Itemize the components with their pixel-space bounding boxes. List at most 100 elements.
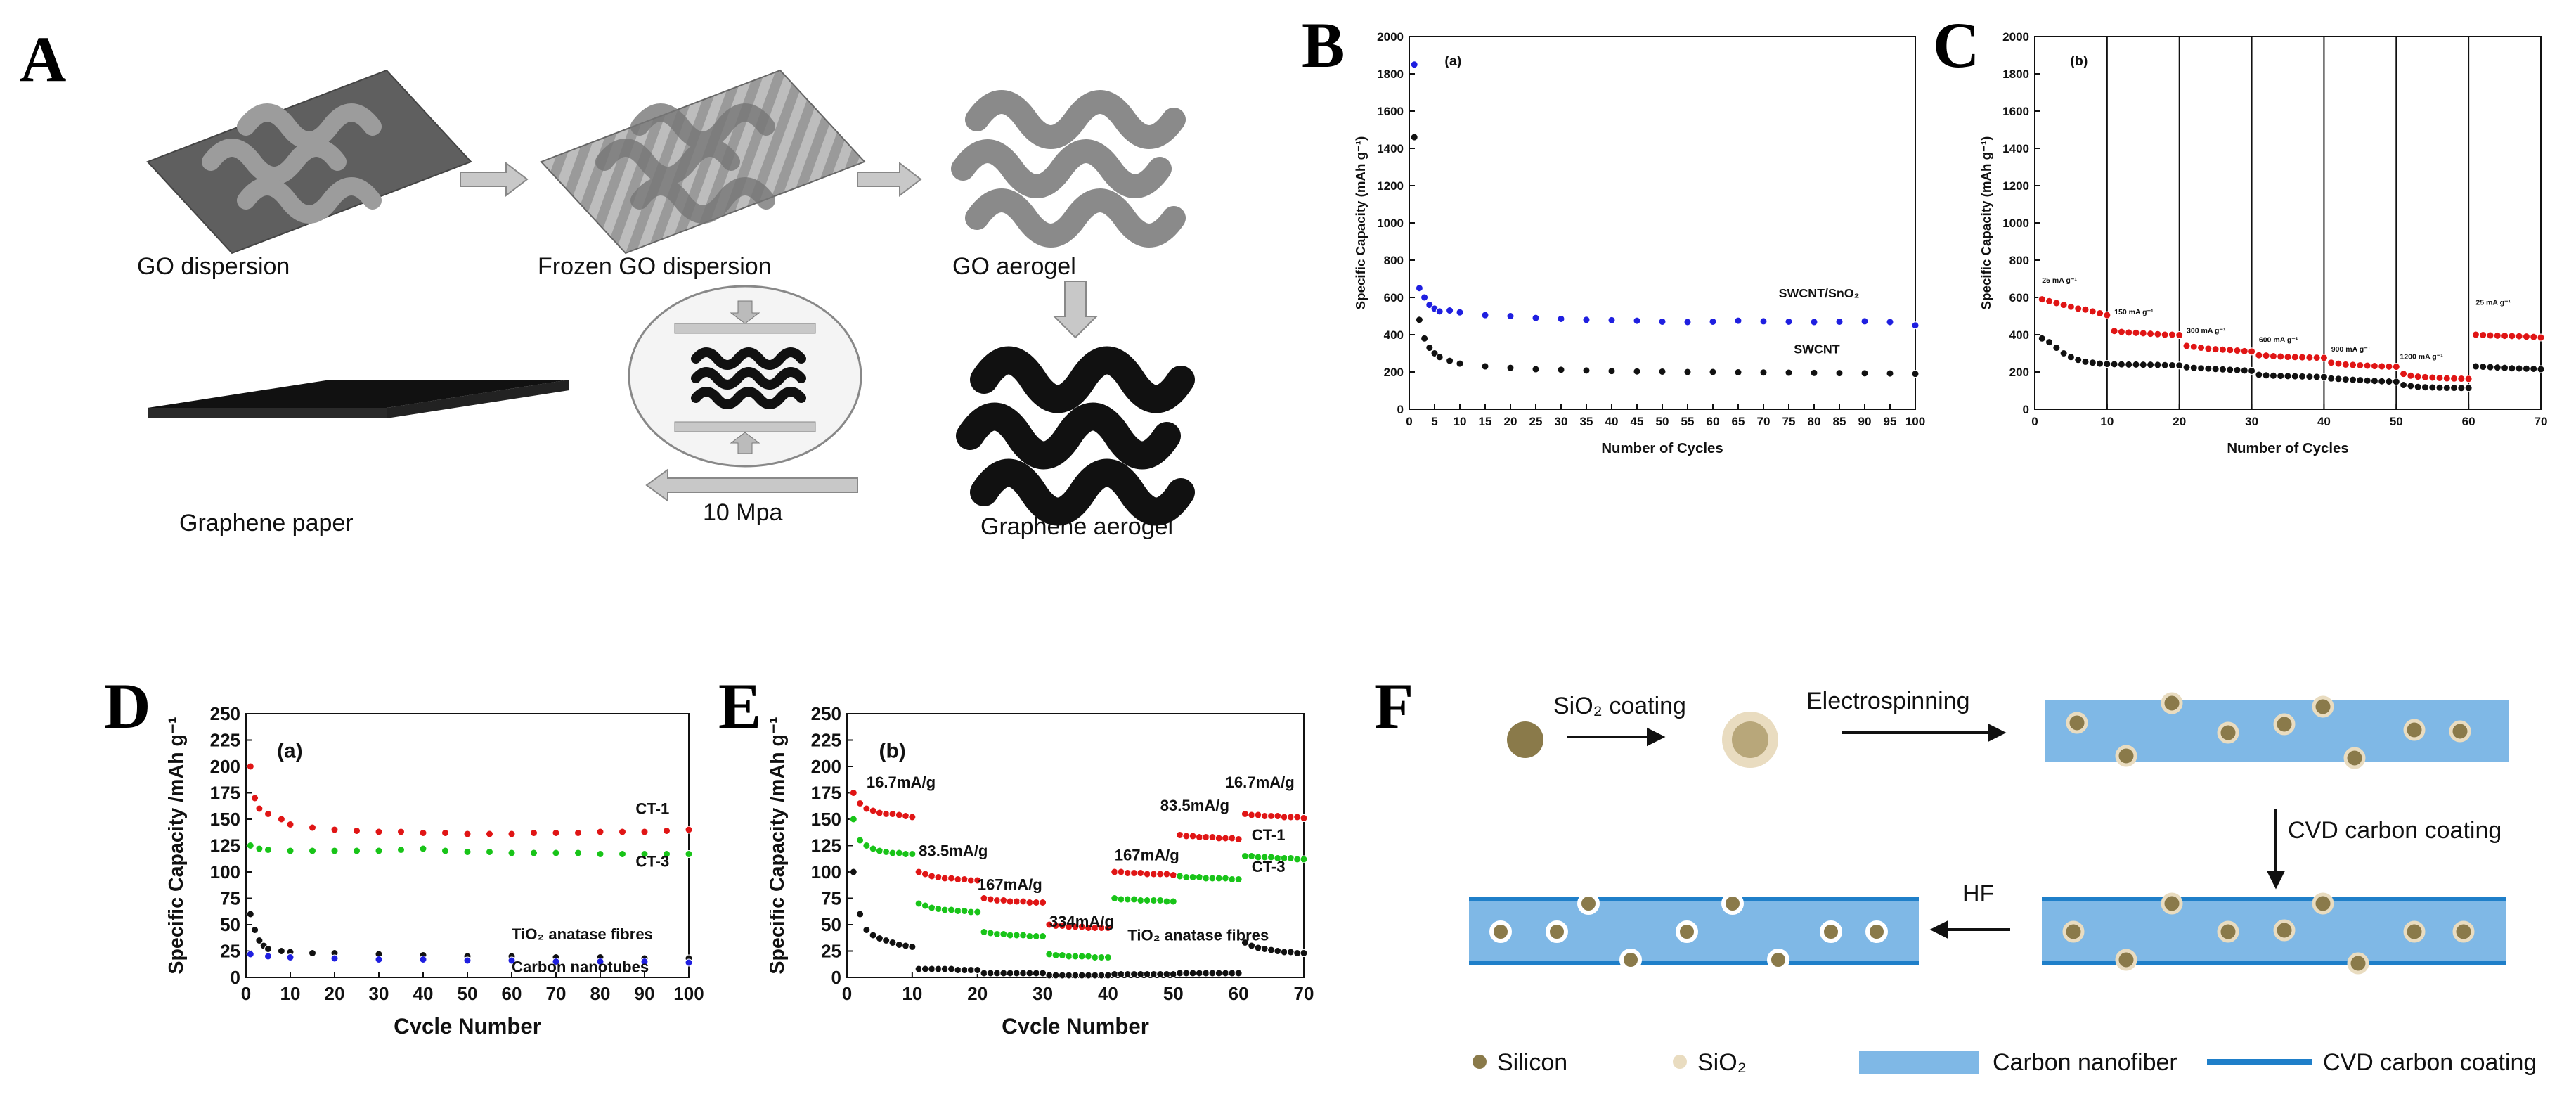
y-tick-label: 200 [811, 756, 841, 777]
data-point [928, 872, 936, 880]
x-axis-title: Number of Cycles [1601, 441, 1723, 456]
data-point [1143, 897, 1151, 904]
data-point [2537, 365, 2545, 373]
data-point [286, 847, 295, 855]
data-point [596, 828, 604, 836]
data-point [1097, 953, 1106, 961]
data-point [2471, 362, 2480, 371]
data-point [1117, 868, 1125, 876]
data-point [921, 965, 929, 973]
panel-letter-a: A [20, 23, 67, 95]
data-point [1234, 969, 1243, 977]
x-tick-label: 85 [1833, 415, 1846, 428]
y-tick-label: 1800 [1377, 68, 1404, 81]
data-point [2486, 363, 2494, 371]
data-point [888, 810, 897, 818]
data-point [264, 846, 272, 854]
data-point [1156, 970, 1165, 978]
data-point [2435, 373, 2444, 382]
data-point [1886, 318, 1894, 326]
legend-sio2: SiO₂ [1697, 1049, 1747, 1076]
data-point [1032, 899, 1040, 906]
data-point [1130, 869, 1139, 877]
annotation: 334mA/g [1049, 913, 1114, 930]
data-point [1658, 367, 1666, 375]
x-tick-label: 100 [1905, 415, 1925, 428]
x-tick-label: 10 [2100, 415, 2114, 428]
data-point [1163, 970, 1171, 978]
data-point [1300, 949, 1308, 957]
data-point [1759, 317, 1768, 326]
data-point [1582, 366, 1591, 375]
annotation: 167mA/g [978, 876, 1042, 894]
x-tick-label: 60 [1229, 983, 1249, 1004]
data-point [1176, 969, 1184, 977]
data-point [552, 958, 560, 965]
data-point [1234, 835, 1243, 843]
data-point [2471, 330, 2480, 339]
data-point [2501, 364, 2509, 372]
data-point [1202, 969, 1210, 977]
data-point [2182, 363, 2191, 371]
data-point [2349, 375, 2357, 384]
data-point [2262, 371, 2270, 380]
data-point [574, 849, 582, 857]
data-point [914, 899, 923, 908]
data-point [2189, 364, 2198, 372]
data-point [1163, 897, 1171, 906]
data-point [2378, 362, 2386, 371]
data-point [849, 868, 857, 876]
x-tick-label: 50 [2390, 415, 2403, 428]
data-point [2450, 384, 2459, 392]
data-point [419, 829, 427, 837]
data-point [2515, 332, 2523, 340]
data-point [2074, 356, 2083, 364]
rate-label: 900 mA g⁻¹ [2331, 345, 2371, 354]
data-point [2428, 383, 2437, 392]
y-tick-label: 100 [210, 861, 240, 882]
rate-label: 1200 mA g⁻¹ [2400, 352, 2443, 361]
data-point [255, 937, 264, 944]
data-point [928, 904, 936, 912]
data-point [2537, 333, 2545, 342]
y-tick-label: 150 [811, 809, 841, 830]
data-point [1506, 364, 1515, 372]
x-tick-label: 0 [842, 983, 852, 1004]
data-point [875, 809, 884, 817]
x-tick-label: 60 [502, 983, 522, 1004]
data-point [2248, 347, 2256, 356]
data-point [1267, 812, 1276, 820]
data-point [1025, 932, 1034, 940]
x-tick-label: 10 [280, 983, 301, 1004]
series-ct-3 [246, 842, 693, 858]
data-point [2319, 373, 2328, 381]
data-point [375, 828, 383, 836]
data-point [2189, 342, 2198, 351]
y-tick-label: 0 [1397, 403, 1404, 416]
data-point [1065, 952, 1073, 961]
arrow-down-icon [2266, 809, 2286, 890]
data-point [1481, 311, 1489, 319]
data-point [619, 828, 626, 836]
x-tick-label: 70 [1757, 415, 1771, 428]
y-tick-label: 100 [811, 861, 841, 882]
data-point [2341, 375, 2350, 384]
data-point [2211, 365, 2220, 373]
data-point [2385, 378, 2393, 386]
data-point [2139, 361, 2147, 369]
y-tick-label: 50 [821, 914, 841, 935]
data-point [2327, 359, 2336, 367]
data-point [2501, 332, 2509, 340]
data-point [986, 929, 995, 937]
annotation: CT-1 [635, 800, 669, 818]
data-point [1683, 318, 1692, 326]
data-point [954, 875, 962, 883]
data-point [2457, 375, 2466, 383]
label-frozen-go: Frozen GO dispersion [538, 253, 772, 280]
series-label: SWCNT [1794, 342, 1840, 357]
data-point [966, 966, 975, 974]
data-point [1420, 334, 1429, 342]
data-point [869, 845, 877, 853]
data-point [1410, 133, 1418, 141]
data-point [2255, 371, 2263, 379]
